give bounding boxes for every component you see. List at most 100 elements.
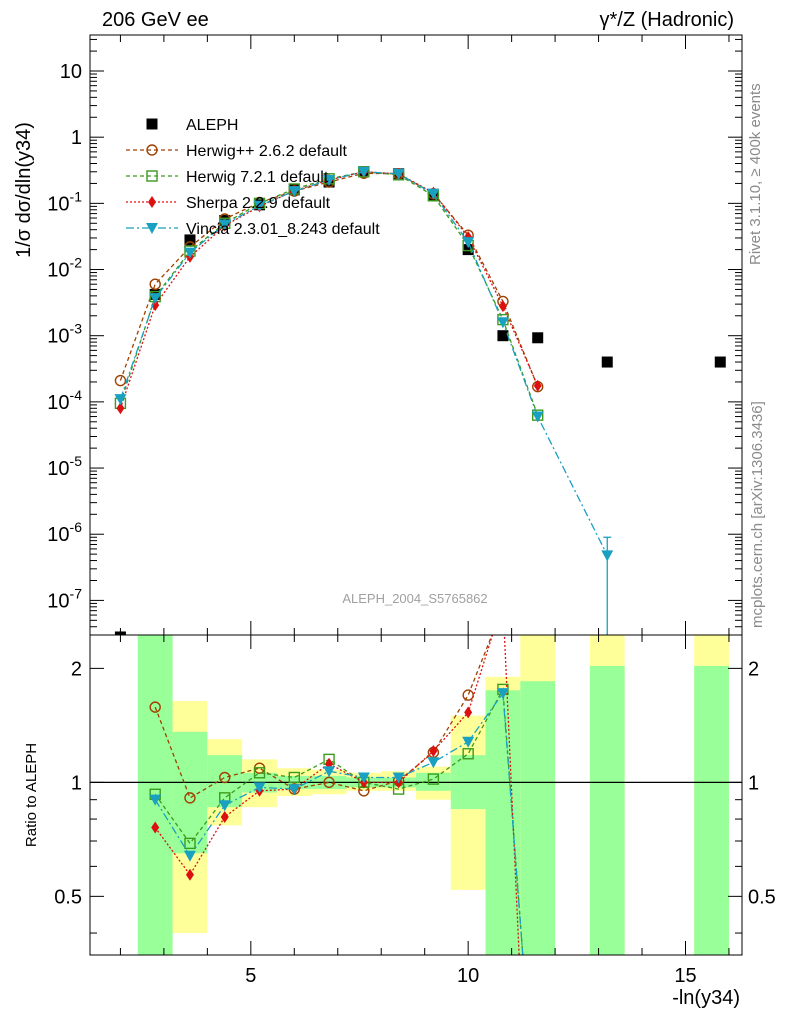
data-point [601, 356, 613, 368]
data-point [288, 186, 301, 198]
band-stat [485, 690, 521, 955]
data-point [496, 317, 509, 329]
ratio-point [323, 766, 336, 778]
xtick-label: 15 [674, 965, 696, 987]
main-ytick-label: 10-7 [47, 585, 82, 612]
data-point [498, 300, 507, 313]
ratio-ytick-label: 1 [71, 772, 82, 794]
legend-item-herwig-2-6-2-default: Herwig++ 2.6.2 default [126, 143, 348, 160]
ratio-point [184, 792, 196, 804]
data-point [114, 394, 127, 406]
data-point [116, 402, 125, 415]
data-point [149, 293, 162, 305]
main-ytick-label: 10-2 [47, 255, 82, 282]
data-point [183, 247, 196, 259]
ratio-point [253, 782, 266, 794]
legend-marker [146, 144, 158, 156]
legend-item-sherpa-2-2-9-default: Sherpa 2.2.9 default [126, 195, 331, 212]
main-series [114, 165, 726, 635]
legend-label: Vincia 2.3.01_8.243 default [186, 221, 380, 238]
data-point [462, 244, 474, 256]
data-point [533, 379, 542, 392]
legend-label: Sherpa 2.2.9 default [186, 195, 331, 212]
legend-label: ALEPH [186, 117, 238, 134]
ratio-point [462, 748, 474, 760]
ratio-series [90, 635, 742, 955]
ratio-point [151, 821, 160, 834]
ratio-ytick-label-right: 1 [748, 772, 759, 794]
xtick-label: 5 [245, 965, 256, 987]
data-point [531, 411, 544, 423]
ratio-axes: 0.5 0.5 1 1 2 2 5 10 15 [54, 634, 776, 987]
ratio-line [154, 691, 524, 955]
ratio-ytick-label: 0.5 [54, 886, 82, 908]
ratio-line [154, 687, 524, 955]
band-stat [589, 665, 625, 955]
ratio-point [496, 688, 509, 700]
main-panel: 10-7 10-6 10-5 10-4 10-3 10-2 10-1 1 10 ALEPH_20… [13, 34, 743, 636]
band-stat [207, 755, 243, 808]
ratio-point [149, 701, 161, 713]
legend-label: Herwig 7.2.1 default [186, 169, 329, 186]
ratio-point [288, 784, 301, 796]
rivet-label: Rivet 3.1.10, ≥ 400k events [747, 83, 764, 265]
legend-marker [146, 223, 158, 234]
legend-item-vincia-2-3-01-8-243-default: Vincia 2.3.01_8.243 default [126, 221, 380, 238]
data-point [714, 356, 726, 368]
data-point [392, 168, 405, 180]
ratio-ylabel: Ratio to ALEPH [23, 743, 40, 847]
ratio-bands [137, 635, 729, 955]
main-axes: 10-7 10-6 10-5 10-4 10-3 10-2 10-1 1 10 [47, 34, 743, 636]
ratio-point [429, 745, 438, 758]
legend-marker [146, 170, 158, 182]
band-stat [694, 665, 729, 955]
legend-label: Herwig++ 2.6.2 default [186, 143, 348, 160]
data-point [427, 188, 440, 200]
ratio-point [427, 757, 440, 769]
ratio-xlabel: -ln(y34) [672, 987, 740, 1009]
ratio-point [392, 772, 405, 784]
watermark: ALEPH_2004_S5765862 [342, 591, 487, 606]
data-point [149, 278, 161, 290]
main-ytick-label: 10-5 [47, 453, 82, 480]
ratio-point [183, 850, 196, 862]
data-point [114, 374, 127, 387]
header-right: γ*/Z (Hadronic) [600, 9, 734, 31]
ratio-line [154, 635, 493, 799]
data-point [497, 330, 509, 342]
data-point [184, 234, 196, 246]
ratio-point [184, 837, 196, 850]
data-point [253, 200, 266, 212]
data-point [532, 332, 544, 344]
ratio-point [323, 776, 335, 789]
ratio-ytick-label: 2 [71, 658, 82, 680]
ratio-point [427, 773, 440, 785]
ratio-frame [89, 634, 743, 956]
ratio-point [464, 706, 473, 719]
legend-item-herwig-7-2-1-default: Herwig 7.2.1 default [126, 169, 329, 186]
ratio-series-vincia-2-3-01-8-243-default [149, 688, 524, 955]
ratio-point [218, 800, 231, 812]
main-ytick-label: 10 [60, 61, 82, 83]
main-ylabel: 1/σ dσ/dln(y34) [13, 122, 35, 258]
band-stat [520, 681, 556, 955]
ratio-point [288, 771, 300, 784]
main-ytick-label: 10-1 [47, 188, 82, 215]
ratio-point [462, 689, 474, 701]
legend-marker [146, 118, 158, 130]
ratio-point [219, 771, 231, 784]
data-point [357, 166, 370, 178]
header-left: 206 GeV ee [102, 9, 209, 31]
ratio-line [154, 635, 520, 955]
main-ytick-label: 10-3 [47, 321, 82, 348]
ratio-ytick-label-right: 2 [748, 658, 759, 680]
ratio-ytick-label-right: 0.5 [748, 886, 776, 908]
ratio-point [253, 767, 266, 779]
mcplots-label: mcplots.cern.ch [arXiv:1306.3436] [749, 401, 766, 628]
data-point [462, 237, 475, 249]
main-ytick-label: 1 [71, 127, 82, 149]
main-ytick-label: 10-4 [47, 387, 82, 414]
legend-item-aleph: ALEPH [146, 117, 238, 134]
ratio-point [185, 868, 194, 881]
